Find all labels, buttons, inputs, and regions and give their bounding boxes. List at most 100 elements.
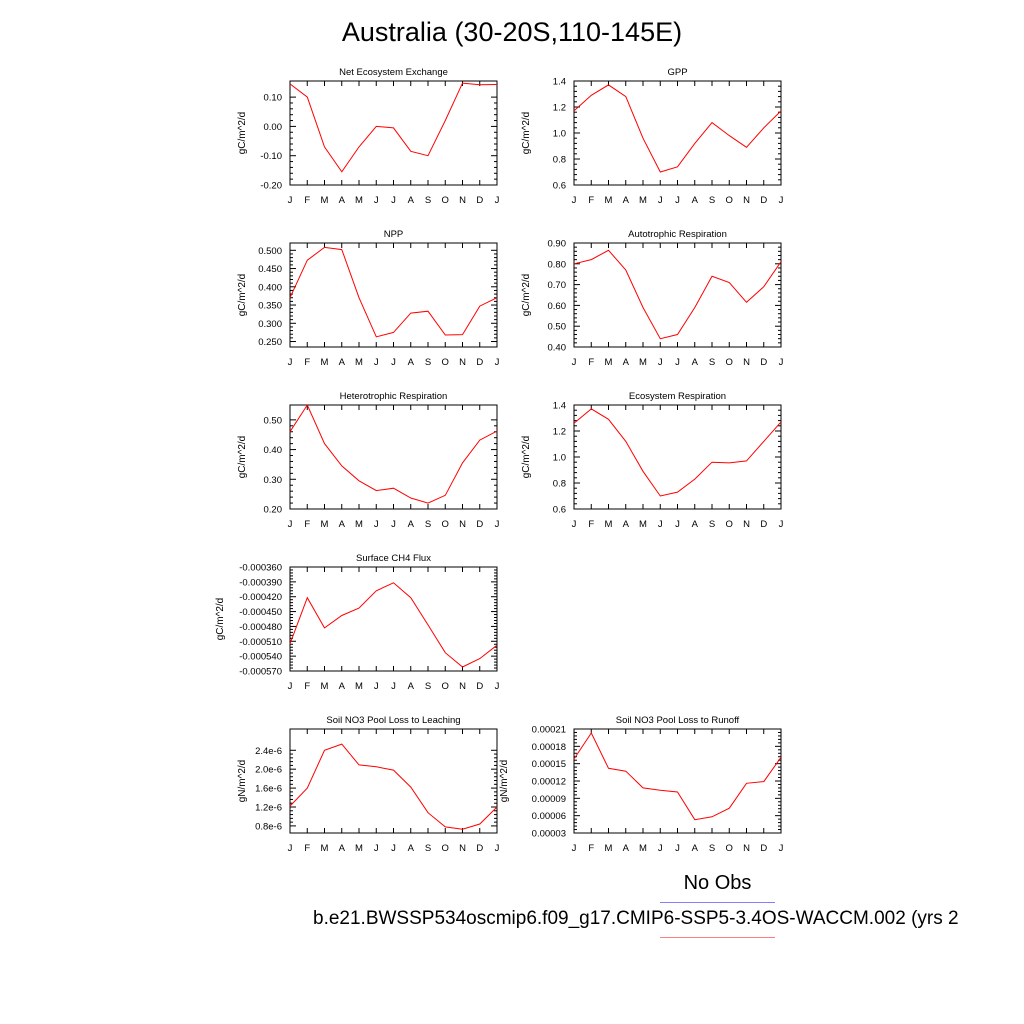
plot-frame: [289, 404, 498, 510]
x-tick-label: J: [658, 519, 663, 530]
y-tick-label: 0.70: [548, 280, 567, 291]
x-tick-label: A: [339, 519, 346, 530]
x-tick-label: D: [476, 681, 483, 692]
legend-obs-entry: No Obs: [660, 872, 775, 903]
x-tick-label: J: [779, 195, 784, 206]
x-tick-label: M: [605, 195, 613, 206]
x-tick-label: J: [658, 195, 663, 206]
y-tick-label: 0.20: [264, 505, 283, 516]
y-tick-label: 0.60: [548, 301, 567, 312]
x-tick-label: O: [726, 843, 733, 854]
x-tick-label: J: [374, 843, 379, 854]
y-tick-label: 1.2: [553, 103, 566, 114]
x-tick-label: J: [779, 519, 784, 530]
plot-frame: [289, 242, 498, 348]
legend-case-entry: b.e21.BWSSP534oscmip6.f09_g17.CMIP6-SSP5…: [313, 908, 959, 930]
x-tick-label: M: [639, 357, 647, 368]
x-tick-label: D: [476, 519, 483, 530]
x-tick-label: A: [408, 681, 415, 692]
x-tick-label: J: [391, 681, 396, 692]
x-tick-label: A: [339, 195, 346, 206]
x-tick-label: N: [459, 519, 466, 530]
x-tick-label: J: [374, 357, 379, 368]
x-tick-label: S: [425, 195, 431, 206]
x-tick-label: J: [391, 519, 396, 530]
x-tick-label: F: [304, 681, 310, 692]
x-tick-label: M: [321, 519, 329, 530]
x-tick-label: M: [321, 195, 329, 206]
y-tick-label: -0.000450: [239, 607, 282, 618]
x-tick-label: M: [355, 681, 363, 692]
series-line: [289, 82, 498, 173]
x-tick-label: M: [639, 843, 647, 854]
x-tick-label: J: [572, 843, 577, 854]
x-tick-label: F: [588, 195, 594, 206]
x-tick-label: N: [459, 681, 466, 692]
x-tick-label: J: [391, 843, 396, 854]
x-tick-label: O: [442, 519, 449, 530]
x-tick-label: J: [658, 357, 663, 368]
x-tick-label: O: [442, 681, 449, 692]
y-axis-label: gC/m^2/d: [237, 274, 248, 317]
y-tick-label: 2.0e-6: [255, 765, 282, 776]
x-tick-label: J: [288, 195, 293, 206]
series-line: [289, 743, 498, 830]
x-tick-label: S: [709, 843, 715, 854]
y-tick-label: 0.40: [548, 343, 567, 354]
x-tick-label: A: [692, 357, 699, 368]
x-tick-label: O: [726, 519, 733, 530]
x-tick-label: J: [495, 519, 500, 530]
x-tick-label: D: [476, 195, 483, 206]
y-tick-label: -0.000540: [239, 652, 282, 663]
legend-case-line: [660, 937, 775, 938]
x-tick-label: D: [760, 843, 767, 854]
panel-title: Surface CH4 Flux: [356, 553, 431, 564]
y-tick-label: 0.8: [553, 479, 566, 490]
x-tick-label: O: [442, 195, 449, 206]
y-tick-label: 0.00: [264, 122, 283, 133]
x-tick-label: O: [726, 357, 733, 368]
x-tick-label: J: [675, 843, 680, 854]
x-tick-label: J: [495, 681, 500, 692]
series-line: [573, 731, 782, 821]
y-tick-label: 0.6: [553, 505, 566, 516]
y-tick-label: 0.500: [258, 246, 282, 257]
series-line: [289, 582, 498, 668]
y-tick-label: 0.400: [258, 282, 282, 293]
y-tick-label: -0.000570: [239, 667, 282, 678]
x-tick-label: F: [588, 519, 594, 530]
y-tick-label: 0.00009: [532, 794, 566, 805]
x-tick-label: M: [605, 357, 613, 368]
panel-title: Heterotrophic Respiration: [340, 391, 448, 402]
legend-case-label: b.e21.BWSSP534oscmip6.f09_g17.CMIP6-SSP5…: [313, 908, 959, 929]
y-tick-label: 0.50: [548, 322, 567, 333]
x-tick-label: D: [476, 843, 483, 854]
x-tick-label: J: [374, 519, 379, 530]
x-tick-label: D: [476, 357, 483, 368]
x-tick-label: M: [605, 519, 613, 530]
x-tick-label: N: [743, 357, 750, 368]
series-line: [573, 249, 782, 340]
plot-frame: [573, 80, 782, 186]
y-tick-label: 1.6e-6: [255, 784, 282, 795]
x-tick-label: J: [572, 357, 577, 368]
y-tick-label: 0.350: [258, 301, 282, 312]
x-tick-label: D: [760, 195, 767, 206]
y-tick-label: 0.00021: [532, 725, 566, 736]
y-tick-label: -0.000360: [239, 563, 282, 574]
y-axis-label: gC/m^2/d: [237, 112, 248, 155]
x-tick-label: M: [355, 357, 363, 368]
y-tick-label: 0.90: [548, 239, 567, 250]
x-tick-label: N: [743, 195, 750, 206]
x-tick-label: A: [623, 843, 630, 854]
y-tick-label: -0.000390: [239, 577, 282, 588]
plot-frame: [289, 80, 498, 186]
plot-frame: [573, 242, 782, 348]
y-tick-label: 1.4: [553, 401, 566, 412]
x-tick-label: M: [355, 519, 363, 530]
y-tick-label: -0.10: [260, 151, 282, 162]
y-tick-label: 0.250: [258, 337, 282, 348]
x-tick-label: F: [304, 357, 310, 368]
